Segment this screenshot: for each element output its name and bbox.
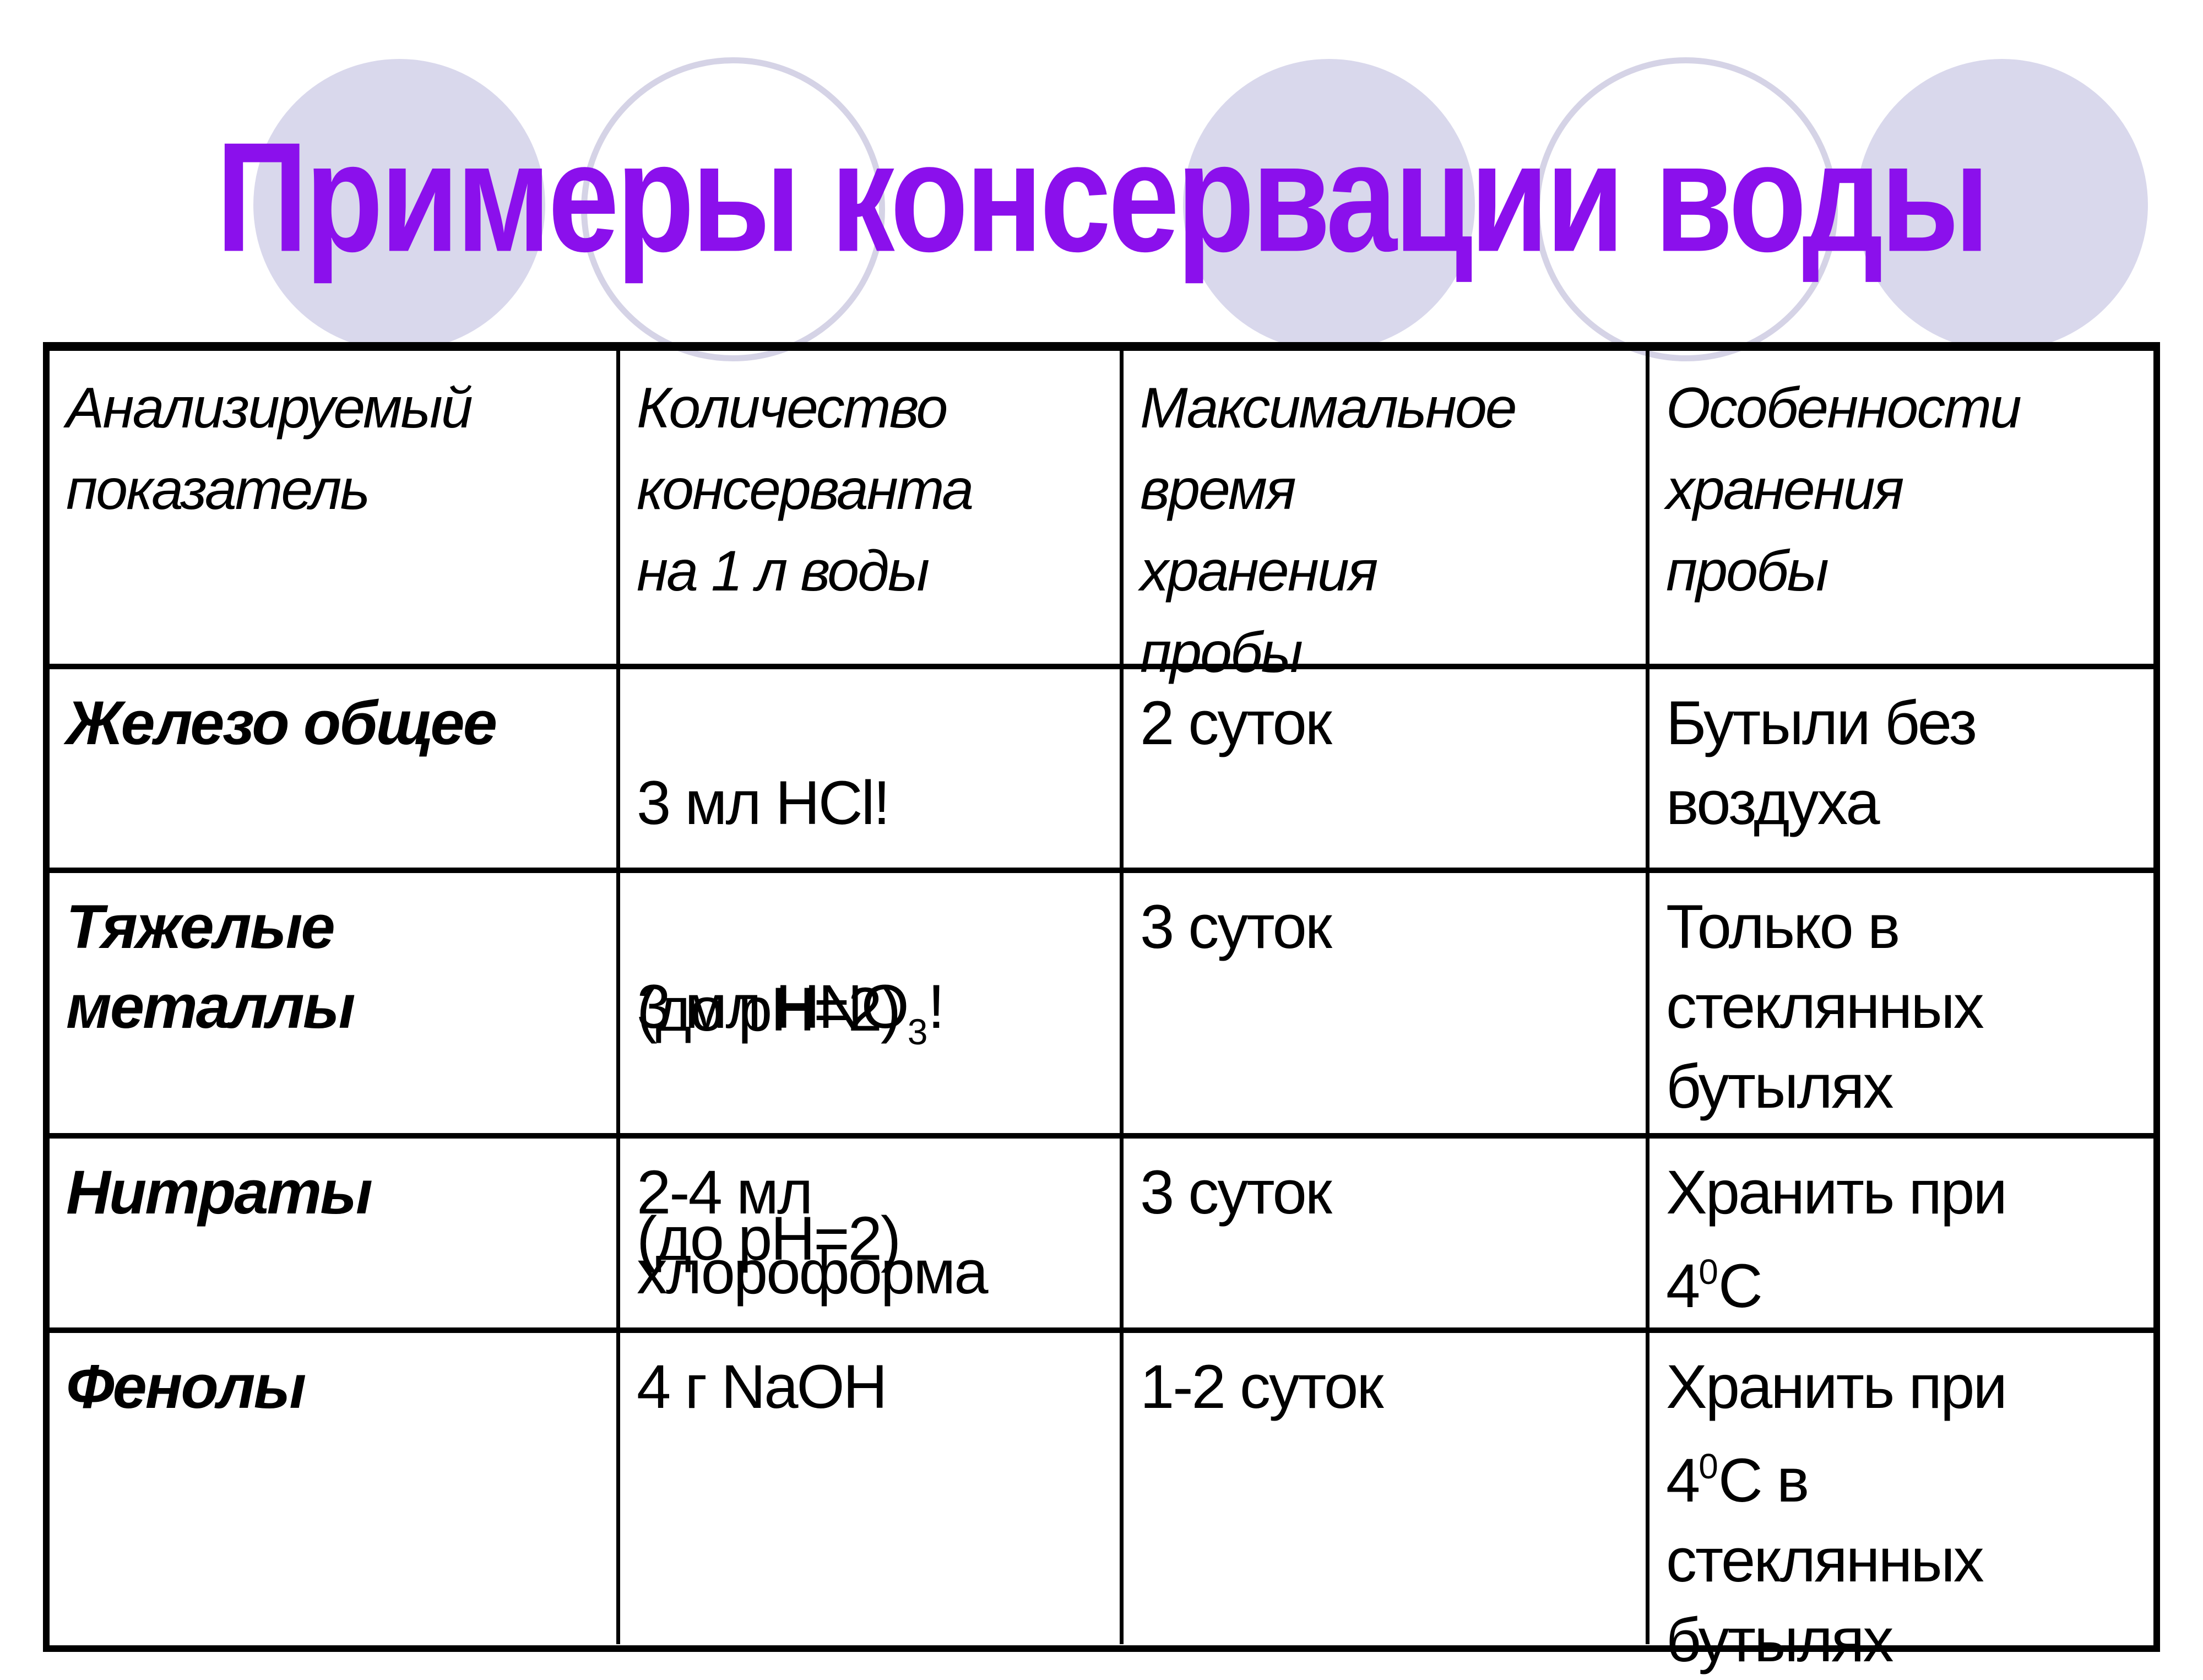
row-iron-time: 2 суток	[1124, 669, 1649, 873]
superscript-0: 0	[1699, 1446, 1718, 1486]
header-max-storage-time: Максимальное время хранения пробы	[1124, 351, 1649, 685]
amount-line-2: (до pH=2)	[637, 1204, 901, 1273]
water-preservation-table: Анализируемый показатель Количество конс…	[43, 342, 2160, 1674]
row-metals-time: 3 суток	[1124, 873, 1649, 1139]
row-phenols-storage: Хранить при 40С в стеклянных бутылях	[1666, 1352, 2007, 1674]
row-nitrates-indicator: Нитраты	[50, 1139, 620, 1333]
row-metals-amount: 3 мл HNO3! (до pH=2)	[620, 873, 1124, 1273]
row-metals-indicator: Тяжелые металлы	[50, 873, 620, 1139]
row-nitrates-time: 3 суток	[1124, 1139, 1649, 1333]
amount-line-2: (до pH=2)	[637, 975, 901, 1044]
amount-line-1: 3 мл HNO3!	[637, 972, 945, 1052]
row-nitrates-storage: Хранить при 40С	[1649, 1139, 2160, 1333]
row-metals-storage: Только в стеклянных бутылях	[1649, 873, 2160, 1139]
row-phenols-amount: 4 г NaOH	[620, 1333, 1124, 1644]
header-analyzed-indicator: Анализируемый показатель	[50, 351, 620, 669]
row-iron-amount: 3 мл HCl! (до pH=2)	[620, 669, 1124, 1044]
decorative-circle-outlined-1	[581, 57, 885, 361]
row-iron-storage: Бутыли без воздуха	[1649, 669, 2160, 873]
superscript-0: 0	[1699, 1252, 1718, 1292]
decorative-circle-filled-2	[1183, 59, 1475, 351]
decorative-circle-filled-1	[253, 59, 545, 351]
decorative-circle-filled-3	[1856, 59, 2148, 351]
row-nitrates-amount: 2-4 мл хлороформа	[620, 1139, 1124, 1333]
row-phenols-time: 1-2 суток	[1124, 1333, 1649, 1644]
slide-title: Примеры консервации воды	[216, 110, 1989, 285]
decorative-circle-outlined-2	[1534, 57, 1838, 361]
header-storage-features: Особенности хранения пробы	[1649, 351, 2160, 669]
row-phenols-indicator: Фенолы	[50, 1333, 620, 1644]
row-iron-indicator: Железо общее	[50, 669, 620, 873]
header-preservative-amount: Количество консерванта на 1 л воды	[620, 351, 1124, 669]
amount-line-1: 3 мл HCl!	[637, 768, 891, 837]
subscript-3: 3	[907, 1011, 928, 1052]
